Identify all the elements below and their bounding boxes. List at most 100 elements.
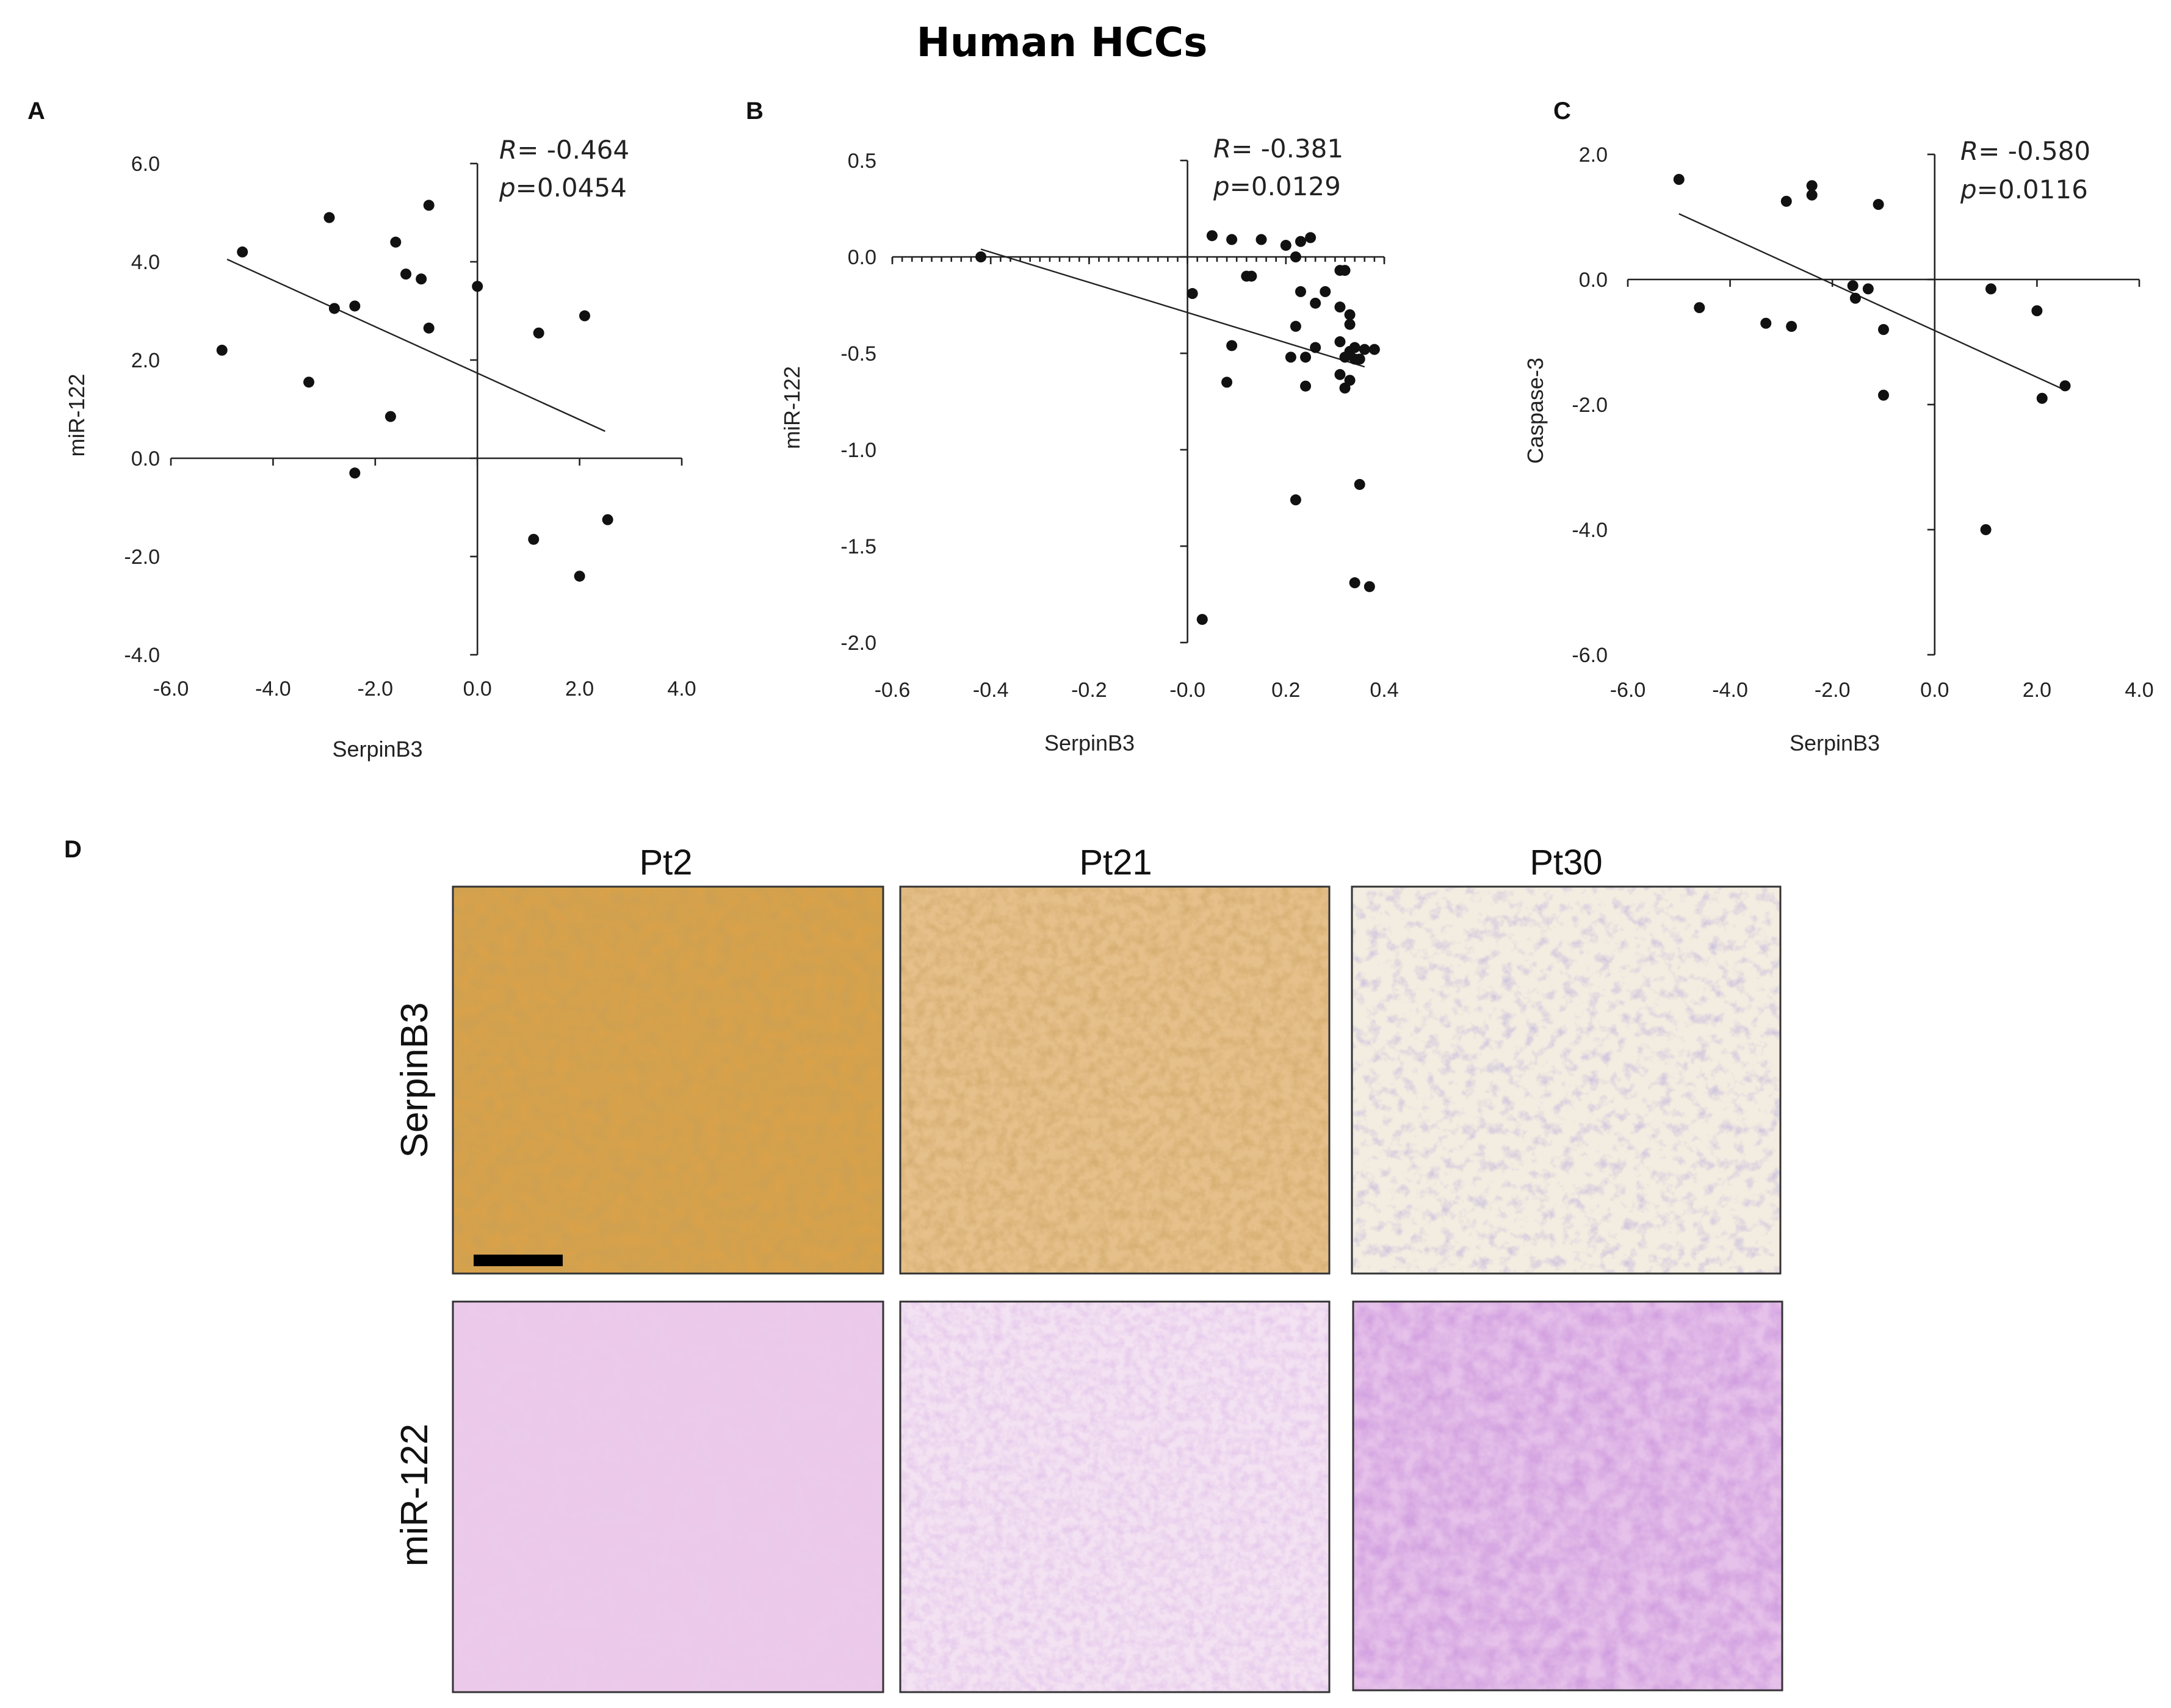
x-tick-label: -4.0 [1712,679,1748,702]
y-axis-title: miR-122 [779,366,804,449]
column-label-pt21: Pt21 [1079,843,1152,882]
p-number: =0.0454 [516,173,627,203]
data-point [2036,392,2048,404]
x-tick-label: -4.0 [255,677,291,701]
x-tick-label: 2.0 [565,677,594,701]
data-point [1673,174,1685,185]
y-tick-label: -1.5 [840,535,876,558]
data-point [1280,240,1291,251]
data-point [385,411,396,422]
data-point [423,200,435,211]
x-tick-label: 0.4 [1370,679,1398,702]
correlation-r: R= -0.381 [1213,134,1343,164]
y-tick-label: -2.0 [124,546,160,569]
x-axis-title: SerpinB3 [332,737,422,762]
x-tick-label: -2.0 [358,677,394,701]
p-value: p=0.0454 [499,173,627,203]
data-point [2059,380,2071,392]
data-point [1368,344,1380,355]
data-point [1694,302,1705,314]
data-point [1344,309,1356,320]
x-axis-title: SerpinB3 [1790,730,1880,755]
data-point [472,281,483,292]
data-point [323,212,335,223]
y-tick-label: 0.5 [848,150,876,173]
x-tick-label: 2.0 [2023,679,2051,702]
p-symbol: p [1960,175,1977,204]
image-tile-serpinb3-pt30 [1351,885,1782,1275]
data-point [1226,340,1238,351]
data-point [1310,342,1321,353]
y-tick-label: -2.0 [840,632,876,655]
regression-line [226,258,605,432]
data-point [1310,297,1321,309]
data-point [1290,494,1301,506]
y-tick-label: -0.5 [840,342,876,366]
p-number: =0.0129 [1230,171,1341,201]
x-tick-label: 0.0 [463,677,492,701]
x-tick-label: -0.6 [875,679,911,702]
y-tick-label: 6.0 [131,153,160,176]
row-label-serpinb3: SerpinB3 [394,1002,436,1158]
data-point [400,268,412,280]
data-point [1339,265,1351,276]
data-point [1760,317,1772,329]
data-point [1806,189,1818,201]
y-axis-title: miR-122 [64,373,89,456]
data-point [1862,283,1874,295]
correlation-r: R= -0.464 [499,135,629,165]
data-point [1305,232,1317,243]
data-point [390,236,402,248]
data-point [1980,524,1992,535]
data-point [1300,380,1312,392]
data-point [328,303,340,314]
data-point [1878,324,1889,335]
data-point [579,310,590,322]
x-tick-label: 0.0 [1920,679,1949,702]
p-number: =0.0116 [1977,175,2088,204]
r-value: = -0.580 [1978,136,2090,166]
r-value: = -0.464 [517,135,629,165]
y-tick-label: -6.0 [1572,644,1608,667]
image-tile-mir-122-pt30 [1352,1300,1783,1692]
r-value: = -0.381 [1231,134,1343,164]
histology-panel-d: D Pt2 Pt21 Pt30 SerpinB3 miR-122 [64,836,1783,1693]
data-point [349,300,361,312]
scatter-panel-c: C -6.0 -4.0 -2.0 0.0 2.0 4.0 2.0 0.0 -2.0 -4.0 -6.0… [1523,98,2154,755]
x-axis-title: SerpinB3 [1044,730,1135,755]
data-point [1806,180,1818,192]
data-point [533,327,544,339]
y-tick-label: -4.0 [1572,519,1608,542]
data-point [1344,345,1356,357]
data-point [1285,351,1296,363]
p-value: p=0.0129 [1213,171,1341,201]
r-symbol: R [1213,134,1231,164]
regression-line [980,248,1365,368]
y-tick-label: 0.0 [848,246,876,269]
data-point [1295,286,1306,297]
panel-letter-d: D [64,836,82,863]
x-tick-label: 4.0 [667,677,696,701]
data-point [1847,280,1859,292]
data-point [1354,353,1365,365]
data-point [1878,389,1889,401]
data-point [423,322,435,334]
panel-letter-a: A [27,98,45,124]
x-tick-label: 4.0 [2125,679,2153,702]
data-point [1295,236,1306,247]
data-point [1221,377,1233,388]
y-tick-label: 4.0 [131,251,160,274]
data-point [216,344,228,356]
data-point [1226,234,1238,245]
regression-line [1678,213,2063,390]
y-tick-label: 2.0 [1579,143,1608,167]
panel-letter-b: B [746,98,764,124]
x-tick-label: -0.2 [1071,679,1107,702]
data-point [237,246,248,258]
scatter-panel-b: B -0.6 -0.4 -0.2 -0.0 0.2 0.4 0.5 0.0 -0.5 -1.0 -1.… [746,98,1399,755]
data-point [528,533,540,545]
x-tick-label: -2.0 [1815,679,1851,702]
data-point [1985,283,1996,295]
data-point [1873,199,1884,210]
